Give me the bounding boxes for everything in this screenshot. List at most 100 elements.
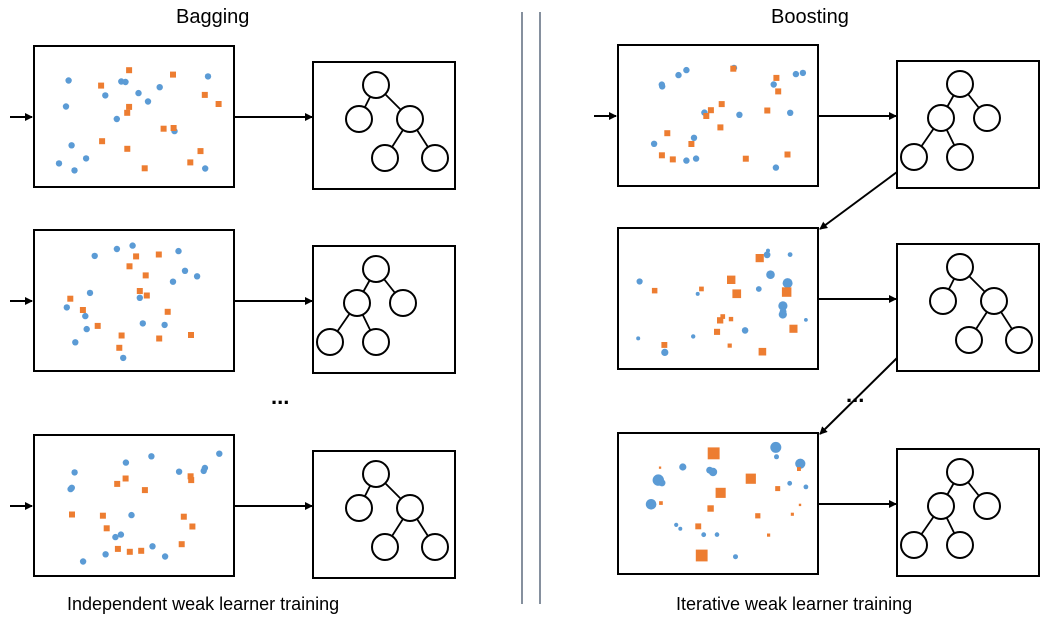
tree-node: [973, 492, 1001, 520]
tree-node: [946, 70, 974, 98]
tree-node: [946, 531, 974, 559]
data-point-orange: [69, 511, 75, 518]
data-point-blue: [803, 484, 809, 490]
data-point-orange: [661, 342, 668, 348]
data-point-blue: [68, 484, 76, 491]
data-point-orange: [797, 467, 801, 471]
data-point-orange: [715, 487, 726, 498]
data-point-blue: [71, 167, 78, 174]
data-point-orange: [126, 548, 133, 555]
data-point-blue: [701, 532, 707, 538]
data-point-blue: [736, 111, 743, 119]
data-point-orange: [98, 82, 105, 89]
data-point-blue: [636, 278, 643, 285]
data-point-orange: [114, 480, 121, 487]
sample-box: [33, 45, 235, 188]
data-point-blue: [200, 467, 207, 475]
tree-node: [980, 287, 1008, 315]
data-point-orange: [742, 155, 749, 162]
data-point-blue: [661, 348, 669, 356]
data-point-orange: [695, 549, 708, 562]
data-point-orange: [180, 513, 187, 520]
boosting-caption: Iterative weak learner training: [676, 594, 913, 614]
data-point-blue: [770, 81, 777, 88]
data-point-orange: [114, 545, 121, 552]
data-point-orange: [143, 292, 150, 299]
data-point-orange: [717, 124, 724, 131]
data-point-blue: [149, 543, 156, 550]
data-point-orange: [99, 138, 106, 145]
data-point-blue: [675, 71, 682, 79]
data-point-orange: [707, 505, 714, 512]
data-point-blue: [161, 553, 169, 560]
data-point-orange: [201, 91, 208, 98]
data-point-blue: [733, 554, 738, 560]
sample-box: [617, 44, 819, 187]
data-point-blue: [71, 469, 78, 476]
data-point-blue: [112, 533, 119, 541]
data-point-orange: [707, 107, 714, 114]
data-point-orange: [732, 289, 742, 299]
data-point-blue: [181, 267, 189, 274]
data-point-orange: [720, 314, 726, 319]
data-point-blue: [161, 321, 168, 329]
data-point-orange: [755, 254, 764, 263]
data-point-blue: [695, 291, 700, 296]
data-point-blue: [779, 308, 787, 315]
data-point-orange: [155, 251, 162, 258]
data-point-blue: [787, 109, 794, 117]
data-point-blue: [708, 467, 718, 477]
data-point-orange: [133, 253, 140, 260]
data-point-blue: [679, 463, 687, 471]
tree-node: [396, 105, 424, 133]
data-point-orange: [160, 125, 167, 132]
data-point-blue: [175, 247, 182, 255]
tree-node: [371, 144, 399, 172]
data-point-blue: [139, 320, 146, 327]
data-point-blue: [772, 164, 780, 171]
tree-node: [421, 144, 449, 172]
tree-node: [946, 253, 974, 281]
data-point-orange: [118, 332, 125, 339]
data-point-orange: [728, 316, 734, 322]
tree-node: [929, 287, 957, 315]
tree-node: [946, 458, 974, 486]
bagging-caption: Independent weak learner training: [67, 594, 340, 614]
tree-node: [371, 533, 399, 561]
data-point-blue: [645, 499, 657, 510]
data-point-blue: [652, 474, 664, 486]
data-point-blue: [128, 511, 135, 519]
data-point-orange: [187, 473, 194, 480]
data-point-blue: [650, 140, 658, 147]
data-point-blue: [678, 526, 683, 531]
tree-node: [316, 328, 344, 356]
tree-node: [362, 328, 390, 356]
data-point-orange: [99, 512, 106, 519]
data-point-orange: [141, 165, 148, 172]
data-point-orange: [188, 477, 195, 484]
bagging-title: Bagging: [176, 6, 250, 28]
data-point-blue: [122, 459, 130, 466]
data-point-blue: [766, 270, 775, 280]
tree-node: [946, 143, 974, 171]
data-point-blue: [117, 531, 125, 538]
data-point-orange: [718, 101, 725, 108]
data-point-orange: [170, 71, 176, 78]
data-point-orange: [730, 65, 737, 72]
data-point-blue: [202, 165, 209, 172]
data-point-blue: [770, 441, 782, 453]
data-point-orange: [717, 317, 724, 324]
data-point-orange: [142, 272, 149, 279]
tree-node: [927, 104, 955, 132]
data-point-orange: [156, 335, 163, 342]
data-point-blue: [156, 84, 163, 91]
data-point-orange: [136, 288, 143, 294]
data-point-blue: [714, 532, 720, 537]
data-point-blue: [72, 339, 79, 346]
data-point-blue: [135, 89, 142, 97]
reweight-arrow: [819, 171, 898, 230]
data-point-orange: [651, 287, 658, 294]
data-point-blue: [86, 289, 94, 297]
bagging-ellipsis: ...: [271, 384, 289, 409]
data-point-blue: [636, 336, 641, 341]
